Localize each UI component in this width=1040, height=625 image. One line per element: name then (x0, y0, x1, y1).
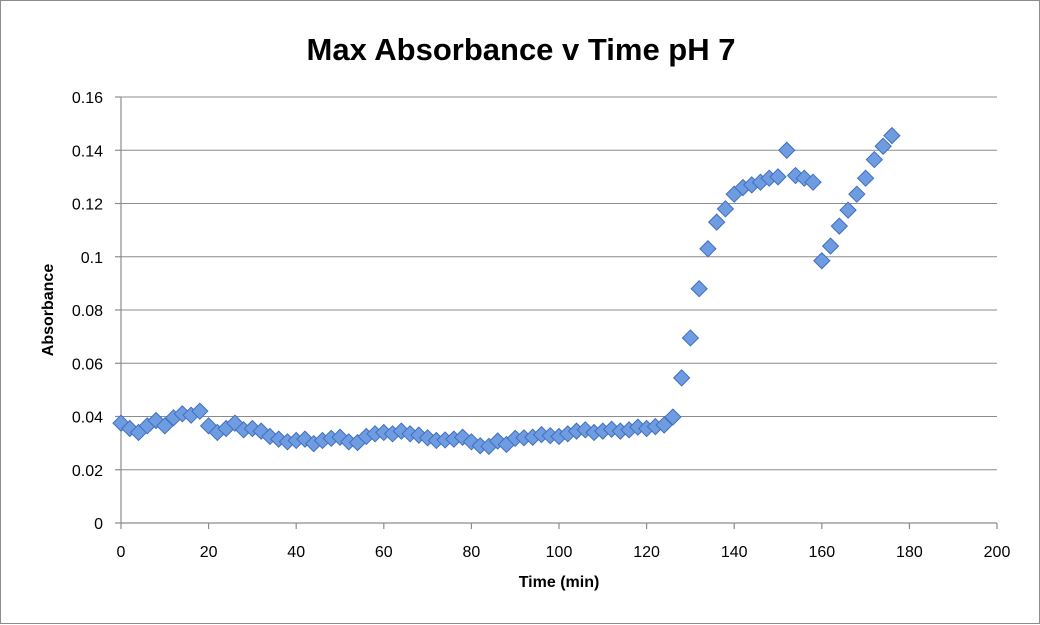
data-point (252, 422, 270, 440)
y-tick-label: 0.12 (72, 197, 103, 214)
data-point (681, 329, 700, 347)
data-point (839, 201, 857, 219)
x-tick-label: 20 (200, 544, 218, 561)
y-tick-labels: 0 0.02 0.04 0.06 0.08 0.1 0.12 0.14 0.16 (72, 90, 103, 533)
x-tick-label: 180 (896, 544, 923, 561)
x-tick-label: 60 (375, 544, 393, 561)
data-point (786, 166, 805, 185)
x-tick-label: 200 (984, 544, 1011, 561)
data-point (813, 252, 831, 270)
data-point (856, 169, 875, 187)
x-tick-labels: 0 20 40 60 80 100 120 140 160 180 200 (117, 544, 1011, 561)
chart-title: Max Absorbance v Time pH 7 (307, 32, 736, 67)
y-tick-label: 0.1 (81, 250, 103, 267)
data-point (147, 411, 165, 430)
data-point (392, 422, 411, 440)
y-tick-label: 0.02 (72, 463, 103, 480)
x-tick-label: 80 (463, 544, 481, 561)
data-point (664, 408, 682, 426)
y-tick-label: 0.08 (72, 303, 103, 320)
x-tick-label: 0 (117, 544, 126, 561)
data-point (769, 168, 787, 186)
data-point (830, 217, 849, 235)
data-point (716, 200, 735, 218)
y-tick-label: 0.16 (72, 90, 103, 107)
x-tick-label: 160 (808, 544, 835, 561)
y-tick-label: 0.04 (72, 410, 103, 427)
data-point (778, 141, 796, 159)
data-point (690, 279, 708, 298)
x-tick-label: 100 (546, 544, 573, 561)
axes (115, 96, 998, 529)
x-tick-label: 140 (721, 544, 748, 561)
data-point (699, 240, 717, 258)
data-point (848, 185, 866, 203)
data-point (655, 416, 673, 434)
y-axis-label: Absorbance (40, 264, 57, 357)
data-point (410, 426, 428, 444)
data-point (707, 213, 726, 231)
data-point (883, 126, 901, 145)
x-tick-label: 120 (633, 544, 660, 561)
y-tick-label: 0 (94, 516, 103, 533)
data-point (156, 417, 174, 435)
gridlines (121, 96, 997, 471)
data-points (112, 126, 901, 456)
data-point (821, 237, 840, 255)
data-point (672, 369, 691, 387)
data-point (576, 421, 594, 439)
data-point (261, 427, 279, 446)
data-point (191, 402, 209, 420)
y-tick-label: 0.06 (72, 356, 103, 373)
data-point (865, 150, 884, 169)
data-point (199, 417, 218, 435)
data-point (804, 173, 822, 191)
x-axis-label: Time (min) (519, 574, 600, 591)
x-tick-label: 40 (287, 544, 305, 561)
data-point (874, 137, 892, 155)
data-point (462, 433, 481, 451)
y-tick-label: 0.14 (72, 143, 103, 160)
